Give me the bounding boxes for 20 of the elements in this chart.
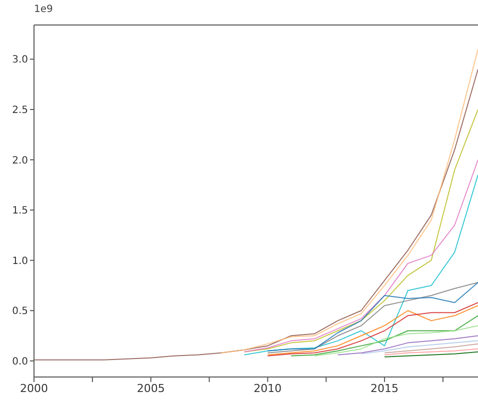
y-tick-label: 0.0 (12, 356, 28, 368)
line-series (34, 68, 478, 360)
y-tick-label: 0.5 (12, 306, 28, 318)
y-tick-label: 1.5 (12, 206, 28, 217)
x-tick-label: 2015 (370, 382, 399, 395)
text: 1e9 (34, 4, 53, 15)
line-series (337, 335, 478, 356)
y-tick-label: 2.0 (12, 155, 28, 166)
line-series (314, 325, 478, 356)
y-tick-label: 3.0 (12, 54, 28, 66)
x-tick-label: 2010 (254, 382, 282, 395)
line-series (384, 343, 478, 354)
line-series (360, 340, 478, 354)
y-tick-label: 1.0 (12, 256, 28, 267)
line-series (220, 48, 478, 354)
x-tick-label: 2005 (136, 382, 165, 395)
line-series (384, 348, 478, 356)
y-tick-label: 2.5 (12, 105, 28, 116)
line-series (290, 315, 478, 356)
x-tick-label: 2000 (20, 382, 48, 395)
